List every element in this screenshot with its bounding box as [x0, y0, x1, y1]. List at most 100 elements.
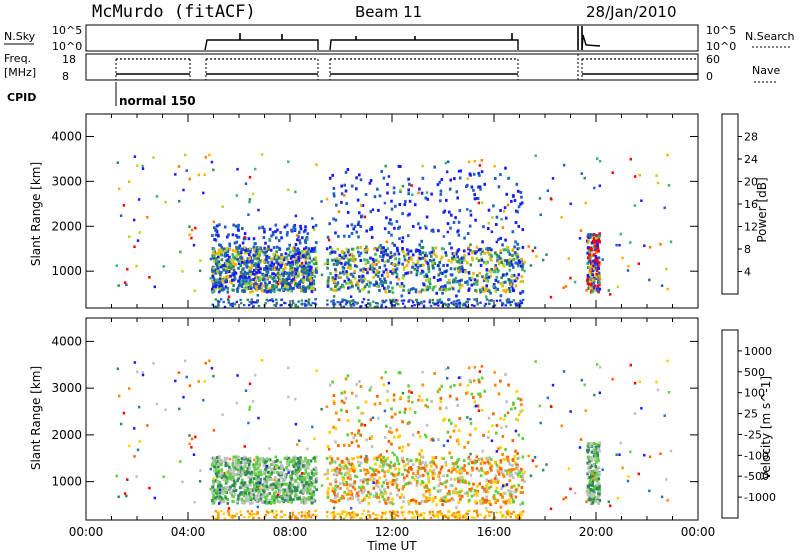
echo-cell — [306, 447, 309, 451]
echo-cell — [597, 482, 601, 486]
echo-cell — [489, 503, 492, 507]
echo-cell — [268, 264, 271, 268]
echo-cell — [309, 516, 313, 519]
echo-cell — [499, 251, 503, 254]
echo-cell — [655, 380, 658, 384]
echo-cell — [506, 203, 510, 207]
echo-cell — [369, 264, 373, 268]
echo-cell — [333, 491, 336, 495]
echo-cell — [217, 300, 221, 303]
echo-cell — [188, 442, 191, 446]
echo-cell — [374, 259, 378, 262]
echo-cell — [286, 283, 290, 287]
echo-cell — [424, 404, 427, 408]
echo-cell — [408, 299, 411, 302]
echo-cell — [384, 462, 388, 466]
echo-cell — [307, 513, 310, 516]
echo-cell — [459, 261, 462, 265]
echo-cell — [366, 481, 369, 485]
echo-cell — [593, 471, 597, 475]
echo-cell — [510, 473, 514, 477]
echo-cell — [454, 487, 458, 491]
echo-cell — [492, 204, 495, 208]
echo-cell — [302, 501, 306, 505]
echo-cell — [164, 200, 167, 204]
echo-cell — [334, 469, 338, 473]
echo-cell — [592, 492, 595, 496]
echo-cell — [487, 208, 491, 212]
echo-cell — [410, 287, 413, 291]
echo-cell — [395, 486, 399, 490]
echo-cell — [332, 217, 335, 221]
echo-cell — [233, 303, 237, 306]
freq-label: Freq. — [4, 52, 31, 65]
echo-cell — [329, 251, 332, 255]
echo-cell — [510, 468, 513, 472]
echo-cell — [369, 385, 373, 389]
echo-cell — [395, 477, 399, 481]
echo-cell — [226, 249, 230, 253]
echo-cell — [296, 461, 300, 465]
echo-cell — [415, 271, 419, 275]
echo-cell — [358, 464, 361, 468]
echo-cell — [262, 492, 266, 496]
echo-cell — [243, 491, 247, 495]
echo-cell — [386, 253, 389, 257]
echo-cell — [493, 371, 496, 374]
echo-cell — [358, 173, 361, 177]
echo-cell — [465, 305, 468, 308]
echo-cell — [274, 476, 277, 479]
echo-cell — [480, 376, 484, 380]
echo-cell — [192, 243, 196, 247]
echo-cell — [497, 392, 501, 396]
echo-cell — [484, 472, 488, 476]
echo-cell — [373, 305, 377, 308]
echo-cell — [242, 483, 245, 487]
echo-cell — [283, 301, 286, 304]
echo-cell — [586, 492, 590, 496]
echo-cell — [595, 233, 598, 237]
echo-cell — [447, 279, 451, 282]
echo-cell — [275, 510, 278, 513]
echo-cell — [506, 455, 509, 459]
echo-cell — [193, 500, 196, 504]
echo-cell — [342, 461, 346, 465]
echo-cell — [363, 277, 367, 281]
echo-cell — [341, 250, 344, 254]
echo-cell — [286, 457, 289, 461]
echo-cell — [188, 177, 191, 181]
echo-cell — [367, 298, 370, 301]
echo-cell — [387, 259, 390, 263]
echo-cell — [236, 235, 239, 239]
echo-cell — [564, 496, 568, 499]
echo-cell — [427, 267, 430, 271]
echo-cell — [248, 253, 251, 257]
echo-cell — [415, 458, 418, 462]
echo-cell — [519, 264, 523, 268]
echo-cell — [510, 258, 513, 262]
echo-cell — [341, 298, 344, 301]
echo-cell — [469, 209, 472, 213]
echo-cell — [426, 197, 429, 201]
echo-cell — [468, 172, 472, 176]
echo-cell — [252, 237, 256, 241]
echo-cell — [298, 439, 301, 443]
echo-cell — [263, 486, 266, 490]
echo-cell — [212, 277, 216, 281]
echo-cell — [255, 455, 259, 459]
echo-cell — [325, 405, 329, 408]
echo-cell — [436, 390, 440, 394]
echo-cell — [428, 285, 432, 289]
echo-cell — [326, 283, 330, 287]
echo-cell — [300, 472, 304, 475]
echo-cell — [516, 465, 520, 469]
echo-cell — [310, 266, 313, 270]
echo-cell — [448, 287, 451, 291]
echo-cell — [521, 437, 525, 440]
echo-cell — [240, 457, 244, 461]
echo-cell — [211, 499, 214, 502]
echo-cell — [483, 276, 486, 280]
echo-cell — [384, 501, 388, 505]
echo-cell — [411, 463, 415, 467]
echo-cell — [202, 191, 205, 195]
